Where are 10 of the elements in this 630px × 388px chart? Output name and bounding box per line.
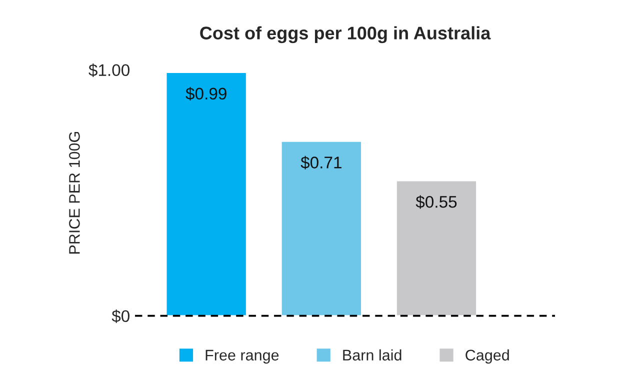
legend-label: Caged	[466, 349, 509, 364]
y-axis-title: PRICE PER 100G	[69, 132, 80, 254]
legend-label: Free range	[206, 350, 279, 364]
data-label: $0.71	[300, 156, 342, 170]
legend-label: Barn laid	[343, 349, 402, 361]
chart-title: Cost of eggs per 100g in Australia	[200, 26, 491, 44]
data-label: $0.55	[416, 195, 457, 209]
y-tick-label: $0	[112, 310, 130, 324]
data-label: $0.99	[186, 87, 226, 101]
y-tick-label: $1.00	[88, 64, 130, 78]
